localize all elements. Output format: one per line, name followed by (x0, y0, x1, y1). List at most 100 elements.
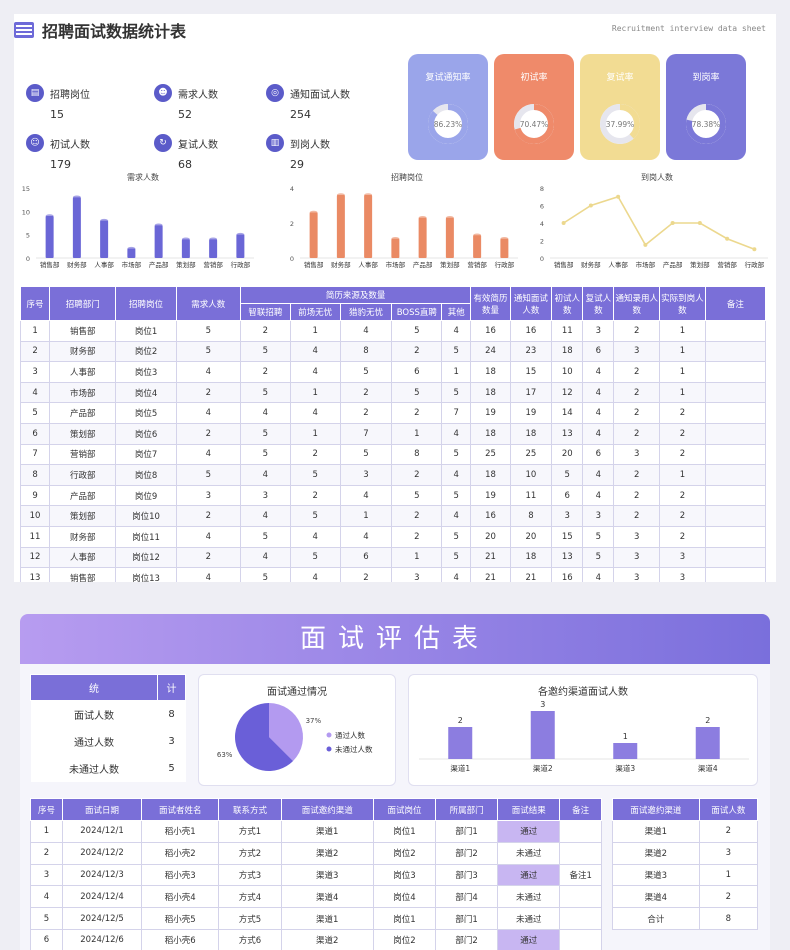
table-cell: 部门2 (435, 928, 499, 950)
bar-cap (473, 233, 482, 238)
table-cell: 部门2 (435, 841, 499, 865)
table-cell: 5 (441, 340, 472, 363)
table-cell: 3 (391, 567, 443, 582)
table-cell: 2 (659, 422, 706, 445)
table-cell: 岗位5 (115, 402, 177, 424)
table-cell: 24 (470, 340, 511, 363)
table-cell: 12 (551, 381, 584, 404)
table-cell: 岗位2 (115, 340, 177, 363)
series-line (563, 195, 755, 250)
table-cell: 渠道1 (280, 907, 374, 930)
table-cell: 5 (441, 484, 472, 507)
table-cell: 5 (239, 422, 291, 445)
table-cell: 岗位1 (115, 320, 177, 342)
table-cell: 1 (659, 320, 706, 342)
table-row: 6 2024/12/6 稻小壳6 方式6 渠道2 岗位2 部门2 通过 (30, 928, 602, 950)
table-cell: 4 (582, 422, 615, 445)
bar-cap (364, 193, 373, 197)
table-cell: 4 (19, 381, 51, 404)
table-cell: 1 (30, 820, 63, 843)
bar (336, 195, 345, 258)
table-cell: 2 (613, 464, 661, 486)
col-header: 初试人数 (551, 286, 584, 321)
stat-value: 254 (290, 108, 311, 121)
bar-cap (127, 246, 136, 251)
table-cell: 营销部 (49, 443, 117, 466)
x-tick: 行政部 (495, 260, 515, 269)
table-cell: 23 (509, 340, 553, 363)
channel-bar-chart: 各邀约渠道面试人数 2 渠道1 3 渠道2 1 渠道3 2 渠道4 (408, 674, 758, 786)
table-cell: 5 (441, 546, 472, 569)
bar-cap (45, 214, 54, 218)
summary-cell: 未通过人数 (30, 754, 158, 782)
x-tick: 策划部 (440, 260, 460, 269)
x-tick: 渠道3 (615, 763, 635, 773)
table-cell: 10 (19, 505, 51, 527)
y-tick: 2 (290, 220, 294, 228)
chart-icon: ▥ (266, 134, 284, 152)
stat-3: ◎ 通知面试人数 254 (266, 84, 386, 121)
rate-label: 复试通知率 (425, 73, 471, 83)
bar-cap (336, 193, 345, 197)
table-cell: 4 (239, 546, 291, 569)
table-cell: 4 (175, 567, 241, 582)
stat-2: ☻ 需求人数 52 (154, 84, 274, 121)
table-cell: 5 (289, 546, 341, 569)
table-cell: 2 (339, 567, 393, 582)
table-cell: 方式1 (218, 820, 282, 843)
summary-row: 未通过人数 5 (30, 754, 186, 782)
table-cell: 19 (509, 402, 553, 424)
y-tick: 10 (22, 208, 30, 216)
table-cell: 2 (659, 525, 706, 548)
table-row: 13 销售部 岗位13 4 5 4 2 3 4 21 21 16 4 3 3 (19, 567, 767, 582)
col-header: 序号 (30, 798, 63, 821)
table-cell: 13 (551, 422, 584, 445)
x-tick: 财务部 (331, 260, 351, 269)
table-cell: 3 (339, 464, 393, 486)
table-cell: 2024/12/4 (61, 885, 143, 909)
table-cell: 稻小壳6 (141, 928, 220, 950)
col-header: 通知录用人数 (613, 286, 661, 321)
table-cell: 11 (19, 525, 51, 548)
rate-value: 78.38% (692, 120, 721, 129)
table-cell: 2 (239, 320, 291, 342)
table-cell (559, 928, 602, 950)
table-row: 7 营销部 岗位7 4 5 2 5 8 5 25 25 20 6 3 2 (19, 443, 767, 466)
table-cell: 方式2 (218, 841, 282, 865)
pie-title: 面试通过情况 (267, 687, 327, 698)
table-cell: 21 (509, 567, 553, 582)
table-cell: 3 (659, 546, 706, 569)
stat-value: 68 (178, 158, 192, 171)
bar-cap (500, 236, 509, 241)
table-cell: 4 (441, 320, 472, 342)
col-header: 联系方式 (218, 798, 282, 821)
x-tick: 市场部 (386, 260, 406, 269)
col-header: 面试邀约渠道 (280, 798, 374, 821)
x-tick: 市场部 (122, 260, 142, 269)
table-cell (704, 525, 767, 548)
table-cell: 5 (339, 443, 393, 466)
table-cell: 4 (582, 464, 615, 486)
bar (236, 234, 245, 258)
table-cell: 2 (391, 340, 443, 363)
table-cell: 岗位4 (115, 381, 177, 404)
table-cell: 1 (289, 422, 341, 445)
table-cell: 5 (289, 464, 341, 486)
point (697, 221, 702, 225)
x-tick: 销售部 (554, 260, 574, 269)
bar (181, 239, 190, 258)
table-cell: 4 (239, 402, 291, 424)
table-cell: 4 (441, 422, 472, 445)
col-header: 招聘岗位 (115, 286, 177, 321)
y-tick: 0 (540, 255, 544, 263)
x-tick: 销售部 (40, 260, 60, 269)
y-tick: 0 (26, 255, 30, 263)
table-cell: 3 (659, 567, 706, 582)
bar-label: 1 (623, 732, 628, 741)
table-cell: 岗位8 (115, 464, 177, 486)
table-cell: 17 (509, 381, 553, 404)
point (588, 203, 593, 208)
table-cell: 8 (509, 505, 553, 527)
table-cell: 1 (289, 320, 341, 342)
x-tick: 产品部 (413, 260, 433, 269)
